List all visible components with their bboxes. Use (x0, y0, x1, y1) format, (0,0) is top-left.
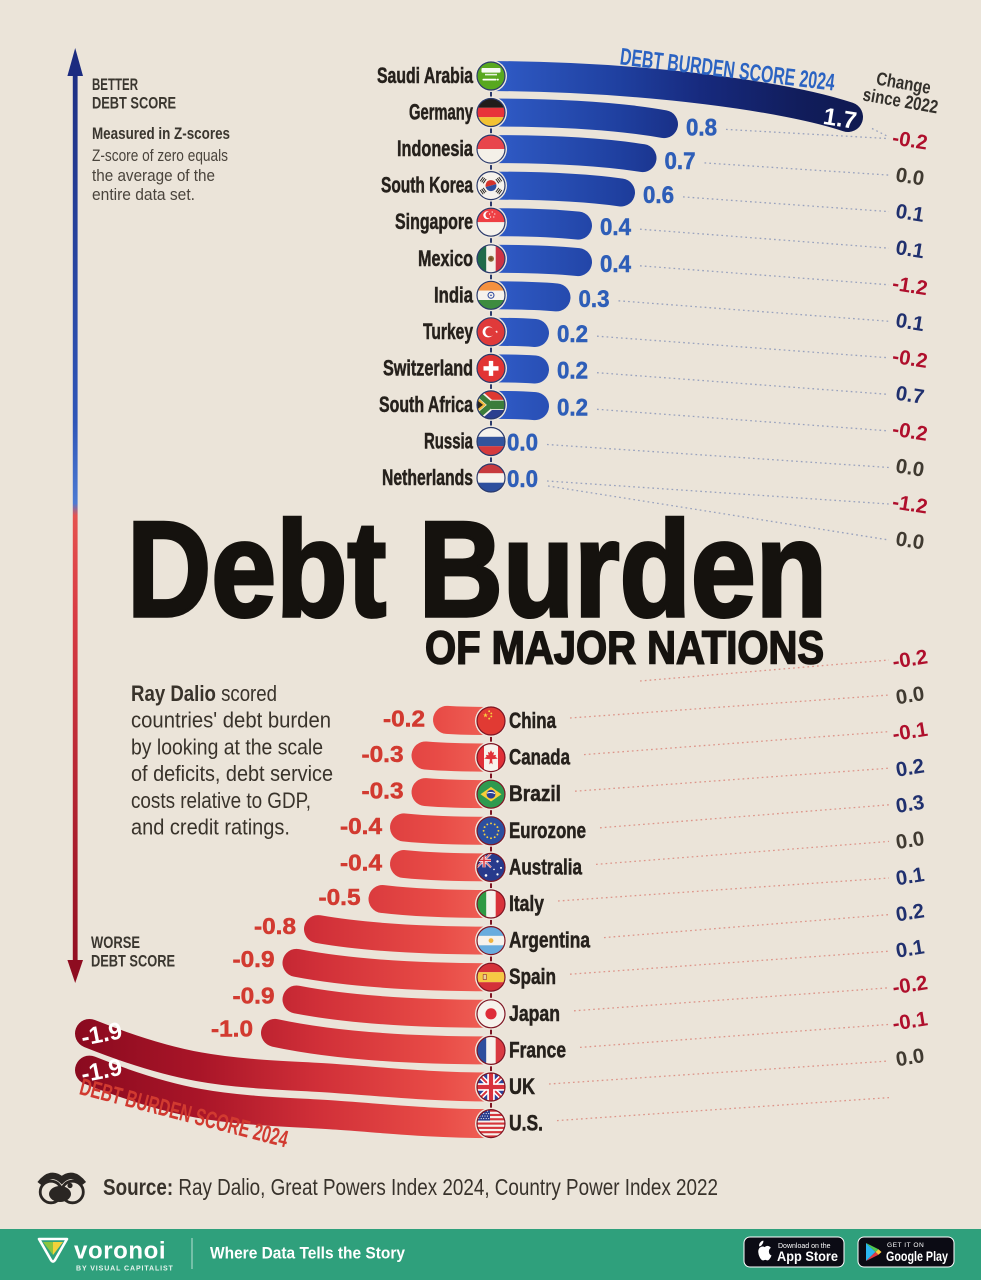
svg-text:Source: Ray Dalio, Great Power: Source: Ray Dalio, Great Powers Index 20… (103, 1174, 718, 1200)
svg-text:WORSE: WORSE (91, 934, 140, 952)
svg-text:0.2: 0.2 (894, 899, 926, 926)
svg-text:1.7: 1.7 (821, 103, 858, 135)
svg-text:0.3: 0.3 (894, 791, 926, 818)
svg-text:Russia: Russia (424, 429, 473, 454)
svg-text:-1.2: -1.2 (891, 490, 929, 518)
svg-text:-0.8: -0.8 (254, 913, 296, 939)
svg-text:0.1: 0.1 (894, 309, 926, 336)
svg-text:by looking at the scale: by looking at the scale (131, 734, 323, 759)
svg-text:-0.2: -0.2 (891, 126, 929, 154)
svg-text:South Korea: South Korea (381, 173, 473, 198)
svg-text:the average of the: the average of the (92, 166, 215, 185)
svg-text:0.7: 0.7 (894, 382, 926, 409)
svg-text:0.1: 0.1 (894, 936, 926, 963)
svg-text:0.4: 0.4 (600, 214, 632, 241)
svg-text:Argentina: Argentina (509, 928, 590, 953)
svg-text:-0.3: -0.3 (362, 778, 404, 804)
svg-text:of deficits, debt service: of deficits, debt service (131, 761, 333, 786)
svg-text:0.0: 0.0 (894, 455, 926, 482)
svg-text:0.0: 0.0 (507, 466, 538, 493)
svg-text:DEBT SCORE: DEBT SCORE (92, 95, 176, 113)
svg-text:-0.2: -0.2 (891, 645, 929, 673)
svg-text:-0.5: -0.5 (319, 884, 361, 910)
svg-text:-0.2: -0.2 (383, 706, 425, 732)
svg-text:0.0: 0.0 (894, 163, 926, 190)
svg-text:0.1: 0.1 (894, 200, 926, 227)
svg-text:France: France (509, 1037, 566, 1062)
svg-text:Debt Burden: Debt Burden (127, 493, 827, 645)
svg-text:GET IT ON: GET IT ON (887, 1242, 924, 1249)
svg-text:0.0: 0.0 (894, 682, 926, 709)
svg-text:India: India (434, 282, 473, 307)
svg-text:Canada: Canada (509, 745, 570, 770)
svg-text:Ray Dalio scored: Ray Dalio scored (131, 681, 277, 706)
svg-text:U.S.: U.S. (509, 1111, 543, 1136)
svg-text:Turkey: Turkey (423, 319, 473, 344)
svg-text:BY VISUAL CAPITALIST: BY VISUAL CAPITALIST (76, 1266, 174, 1273)
svg-text:0.0: 0.0 (894, 827, 926, 854)
svg-text:Download on the: Download on the (778, 1243, 831, 1250)
svg-text:-0.4: -0.4 (340, 813, 382, 839)
svg-text:0.2: 0.2 (557, 394, 588, 421)
svg-text:0.0: 0.0 (894, 527, 926, 554)
svg-text:countries' debt burden: countries' debt burden (131, 708, 331, 733)
svg-text:costs relative to GDP,: costs relative to GDP, (131, 788, 311, 813)
svg-text:-0.9: -0.9 (233, 983, 275, 1009)
svg-text:0.2: 0.2 (557, 358, 588, 385)
svg-text:-1.2: -1.2 (891, 272, 929, 300)
svg-text:UK: UK (509, 1074, 536, 1099)
svg-text:0.0: 0.0 (894, 1044, 926, 1071)
svg-text:-0.2: -0.2 (891, 418, 929, 446)
svg-text:Mexico: Mexico (418, 246, 473, 271)
svg-text:-1.0: -1.0 (211, 1016, 253, 1042)
svg-text:Netherlands: Netherlands (382, 465, 473, 490)
svg-text:0.4: 0.4 (600, 251, 632, 278)
svg-text:0.0: 0.0 (507, 430, 538, 457)
svg-text:-0.2: -0.2 (891, 971, 929, 999)
svg-text:Singapore: Singapore (395, 209, 473, 234)
svg-text:Switzerland: Switzerland (383, 355, 473, 380)
svg-text:0.8: 0.8 (686, 114, 717, 141)
svg-text:BETTER: BETTER (92, 76, 138, 94)
svg-text:-0.1: -0.1 (891, 718, 929, 746)
svg-text:Italy: Italy (509, 891, 544, 916)
svg-text:-0.1: -0.1 (891, 1007, 929, 1035)
svg-text:Indonesia: Indonesia (397, 136, 473, 161)
svg-text:OF MAJOR NATIONS: OF MAJOR NATIONS (425, 622, 824, 674)
svg-text:and credit ratings.: and credit ratings. (131, 815, 290, 840)
svg-text:entire data set.: entire data set. (92, 185, 195, 204)
svg-text:0.2: 0.2 (894, 755, 926, 782)
svg-text:0.2: 0.2 (557, 321, 588, 348)
svg-text:Measured in Z-scores: Measured in Z-scores (92, 124, 230, 143)
svg-text:Eurozone: Eurozone (509, 818, 586, 843)
svg-text:Japan: Japan (509, 1001, 560, 1026)
svg-text:-0.4: -0.4 (340, 849, 382, 875)
svg-text:Saudi Arabia: Saudi Arabia (377, 63, 473, 88)
svg-text:Google Play: Google Play (886, 1248, 948, 1264)
svg-text:-0.3: -0.3 (362, 741, 404, 767)
svg-text:0.7: 0.7 (665, 148, 696, 175)
svg-text:0.3: 0.3 (579, 286, 610, 313)
svg-text:0.1: 0.1 (894, 236, 926, 263)
svg-text:DEBT SCORE: DEBT SCORE (91, 953, 175, 971)
svg-text:South Africa: South Africa (379, 392, 473, 417)
svg-text:China: China (509, 708, 556, 733)
svg-text:Spain: Spain (509, 964, 556, 989)
svg-text:voronoi: voronoi (74, 1238, 166, 1265)
svg-text:Germany: Germany (409, 100, 473, 125)
svg-text:Where Data Tells the Story: Where Data Tells the Story (210, 1244, 405, 1263)
svg-text:0.6: 0.6 (643, 182, 674, 209)
svg-text:Brazil: Brazil (509, 781, 561, 806)
svg-text:-0.9: -0.9 (233, 946, 275, 972)
svg-text:Z-score of zero equals: Z-score of zero equals (92, 146, 228, 165)
svg-text:0.1: 0.1 (894, 863, 926, 890)
svg-text:Australia: Australia (509, 854, 582, 879)
svg-text:App Store: App Store (777, 1248, 838, 1264)
svg-text:-0.2: -0.2 (891, 345, 929, 373)
